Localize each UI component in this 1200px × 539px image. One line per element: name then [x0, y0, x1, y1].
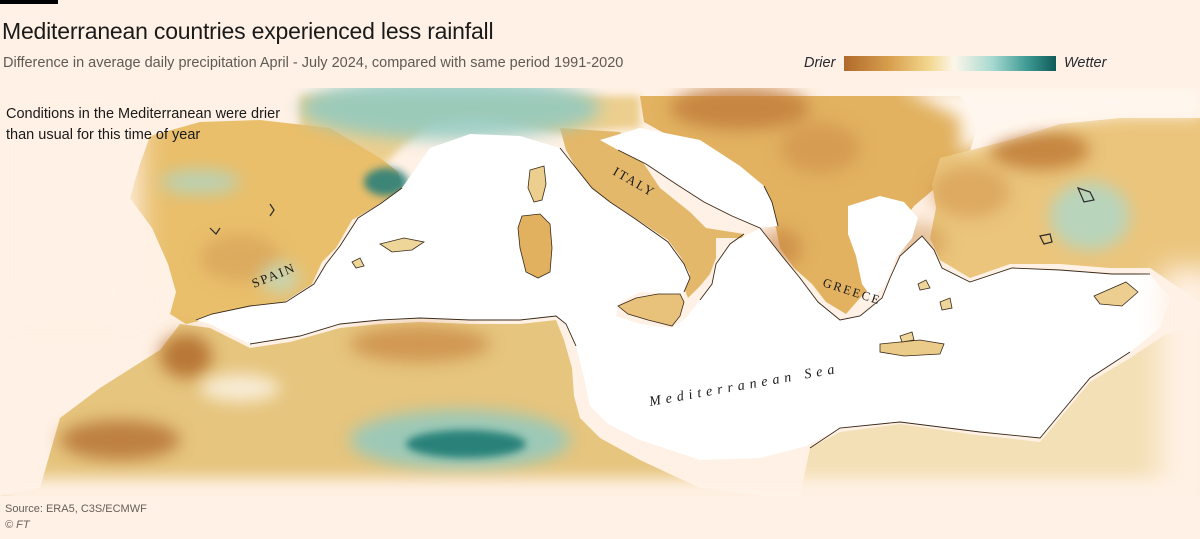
source-note: Source: ERA5, C3S/ECMWF: [5, 503, 147, 515]
edge-fade: [0, 88, 1200, 496]
wetter-anomaly-patches: [160, 88, 1130, 470]
copyright-note: © FT: [5, 519, 30, 531]
chart-subtitle: Difference in average daily precipitatio…: [3, 55, 624, 71]
islands: [351, 165, 1139, 357]
color-legend: Drier Wetter: [800, 53, 1120, 75]
legend-gradient-bar: [844, 56, 1056, 71]
chart-title: Mediterranean countries experienced less…: [2, 18, 494, 44]
map-annotation: Conditions in the Mediterranean were dri…: [6, 106, 281, 143]
inland-lakes: [209, 187, 1095, 245]
legend-drier-label: Drier: [804, 55, 836, 71]
top-accent-bar: [0, 0, 58, 4]
coastlines: [195, 147, 1150, 449]
legend-wetter-label: Wetter: [1064, 55, 1107, 71]
precipitation-map: SPAIN ITALY GREECE Mediterranean Sea: [0, 88, 1200, 496]
mediterranean-sea: [196, 88, 1200, 460]
